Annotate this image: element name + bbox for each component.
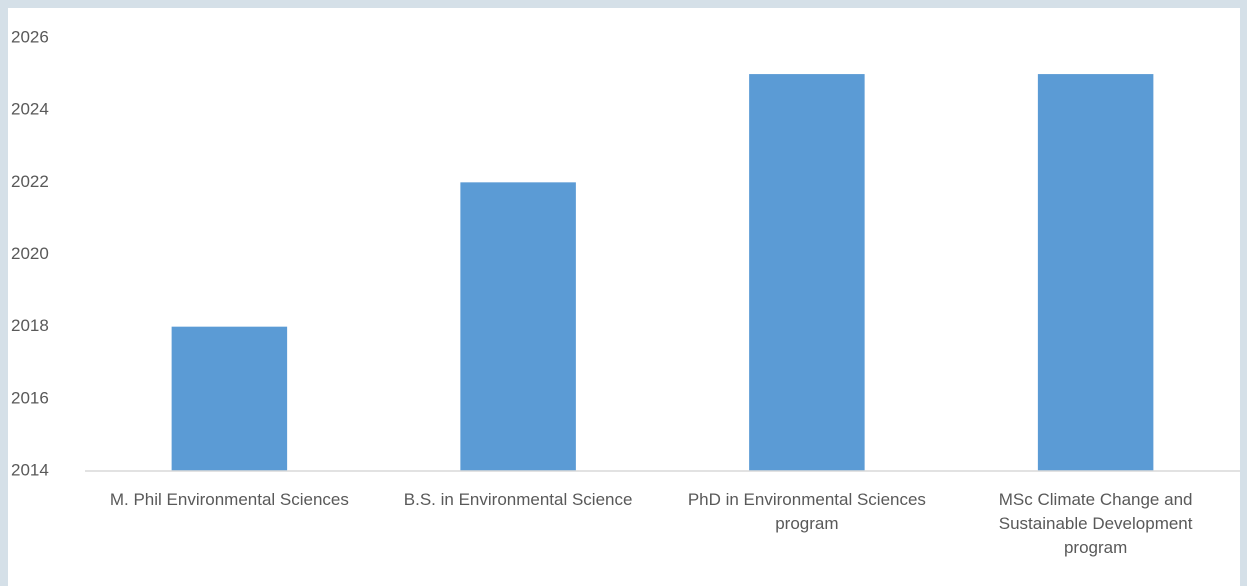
x-tick-label: M. Phil Environmental Sciences <box>109 490 349 509</box>
y-tick-label: 2024 <box>11 100 49 119</box>
y-tick-label: 2018 <box>11 316 49 335</box>
bar <box>460 182 576 472</box>
bar <box>171 326 288 471</box>
chart: 2014 2016 2018 2020 2022 2024 2026 <box>11 27 1240 479</box>
bar <box>1037 74 1154 471</box>
x-tick-label: PhD in Environmental Sciences program <box>687 490 926 533</box>
y-tick-label: 2022 <box>11 172 49 191</box>
x-tick-label: MSc Climate Change and Sustainable Devel… <box>998 490 1193 557</box>
bar <box>749 74 865 471</box>
y-tick-label: 2026 <box>11 27 49 46</box>
y-tick-label: 2014 <box>11 460 49 479</box>
y-tick-label: 2016 <box>11 388 49 407</box>
y-tick-label: 2020 <box>11 244 49 263</box>
chart-panel: 2014 2016 2018 2020 2022 2024 2026 M. Phil Env… <box>8 8 1240 586</box>
x-tick-label: B.S. in Environmental Science <box>403 490 633 509</box>
